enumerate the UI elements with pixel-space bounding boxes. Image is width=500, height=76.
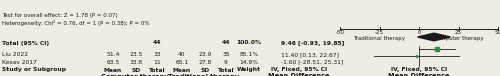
Polygon shape	[418, 33, 450, 41]
Text: -25: -25	[375, 30, 384, 35]
Text: 85.1%: 85.1%	[240, 53, 258, 58]
Text: 35: 35	[222, 53, 230, 58]
Text: 11.40 [0.13, 22.67]: 11.40 [0.13, 22.67]	[281, 53, 339, 58]
Text: Mean Difference: Mean Difference	[388, 73, 450, 76]
Text: 40: 40	[178, 53, 186, 58]
Text: 9: 9	[224, 60, 228, 65]
Text: 23.9: 23.9	[198, 53, 211, 58]
Text: 50: 50	[494, 30, 500, 35]
Text: SD: SD	[132, 67, 140, 73]
Text: Weight: Weight	[237, 67, 261, 73]
Text: 63.5: 63.5	[106, 60, 120, 65]
Text: 0: 0	[417, 30, 421, 35]
Text: Traditional therapy: Traditional therapy	[168, 73, 240, 76]
Text: Mean: Mean	[104, 67, 122, 73]
Text: 44: 44	[153, 41, 161, 46]
Text: Study or Subgroup: Study or Subgroup	[2, 67, 66, 73]
Text: Traditional therapy: Traditional therapy	[354, 36, 406, 41]
Text: Kesav 2017: Kesav 2017	[2, 60, 37, 65]
Text: 11: 11	[153, 60, 161, 65]
Text: 33.8: 33.8	[130, 60, 142, 65]
Text: Computer therapy: Computer therapy	[101, 73, 169, 76]
Text: IV, Fixed, 95% CI: IV, Fixed, 95% CI	[271, 67, 327, 73]
Text: Total: Total	[148, 67, 166, 73]
Text: Heterogeneity: Chi² = 0.76, df = 1 (P = 0.38); P = 0%: Heterogeneity: Chi² = 0.76, df = 1 (P = …	[2, 20, 150, 26]
Text: 44: 44	[222, 41, 230, 46]
Text: Test for overall effect: Z = 1.78 (P = 0.07): Test for overall effect: Z = 1.78 (P = 0…	[2, 13, 117, 18]
Text: IV, Fixed, 95% CI: IV, Fixed, 95% CI	[391, 67, 447, 73]
Text: 51.4: 51.4	[106, 53, 120, 58]
Text: 25: 25	[455, 30, 462, 35]
Text: 27.8: 27.8	[198, 60, 211, 65]
Text: Computer therapy: Computer therapy	[433, 36, 484, 41]
Text: Mean Difference: Mean Difference	[268, 73, 330, 76]
Text: -50: -50	[336, 30, 344, 35]
Text: Total (95% CI): Total (95% CI)	[2, 41, 49, 46]
Text: Mean: Mean	[173, 67, 191, 73]
Text: 23.5: 23.5	[130, 53, 142, 58]
Bar	[416, 55, 417, 57]
Text: SD: SD	[200, 67, 209, 73]
Text: 9.46 [-0.93, 19.85]: 9.46 [-0.93, 19.85]	[281, 41, 344, 46]
Text: Total: Total	[218, 67, 234, 73]
Bar	[436, 47, 438, 51]
Text: -1.60 [-28.51, 25.31]: -1.60 [-28.51, 25.31]	[281, 60, 344, 65]
Text: 14.9%: 14.9%	[240, 60, 258, 65]
Text: Liu 2022: Liu 2022	[2, 53, 28, 58]
Text: 65.1: 65.1	[176, 60, 188, 65]
Text: 33: 33	[153, 53, 161, 58]
Text: 100.0%: 100.0%	[236, 41, 262, 46]
